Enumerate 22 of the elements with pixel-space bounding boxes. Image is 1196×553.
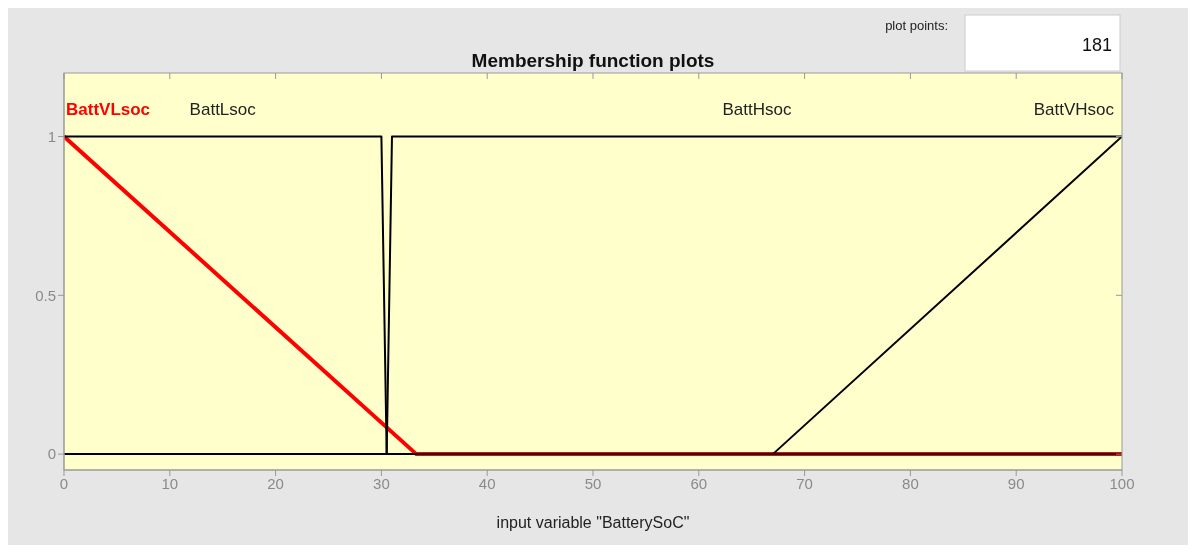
text: plot points:: [885, 18, 948, 33]
x-tick-label: 100: [1109, 474, 1135, 492]
x-tick-label: 90: [1007, 474, 1025, 492]
x-tick-label: 80: [902, 474, 919, 492]
y-tick-label: 0: [47, 445, 56, 463]
x-tick-label: 40: [478, 474, 496, 492]
y-tick-label: 1: [47, 127, 56, 145]
series-label: BattVLsoc: [66, 100, 151, 119]
x-tick-label: 0: [59, 474, 69, 492]
series-label: BattHsoc: [722, 100, 792, 119]
x-tick-label: 60: [690, 474, 708, 492]
chart-title: Membership function plots: [471, 50, 715, 71]
y-tick-label: 0.5: [35, 286, 56, 304]
x-axis-title: input variable "BatterySoC": [496, 514, 690, 531]
series-label: BattLsoc: [189, 100, 257, 119]
x-tick-label: 70: [796, 474, 813, 492]
text: 181: [1081, 35, 1112, 55]
x-tick-label: 10: [161, 474, 179, 492]
series-label: BattVHsoc: [1033, 100, 1115, 119]
x-tick-label: 50: [584, 474, 602, 492]
x-tick-label: 20: [267, 474, 284, 492]
x-tick-label: 30: [373, 474, 390, 492]
